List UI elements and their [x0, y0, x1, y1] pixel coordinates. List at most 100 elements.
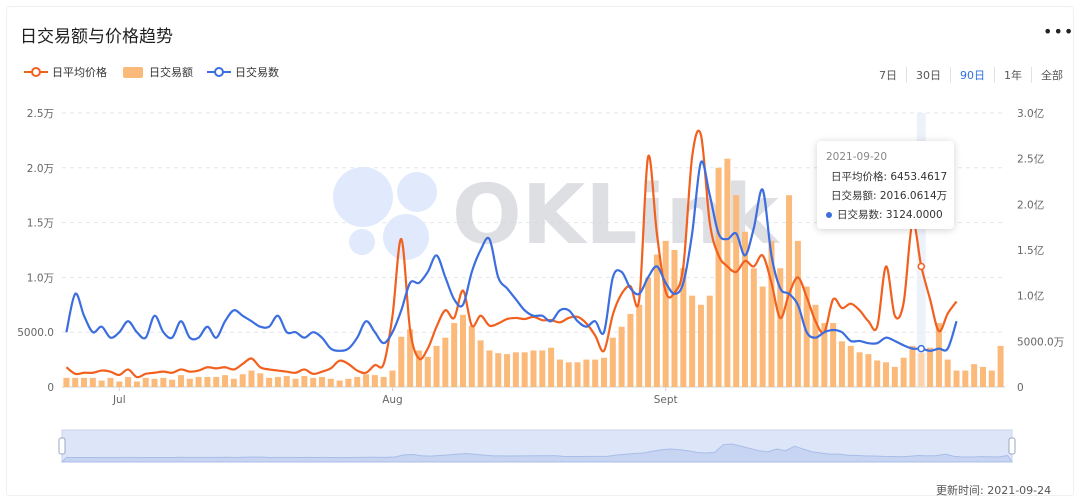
- volume-bar: [407, 329, 414, 387]
- y-left-tick-label: 0: [47, 382, 54, 394]
- tab-all[interactable]: 全部: [1031, 67, 1072, 83]
- volume-bar: [204, 376, 211, 387]
- volume-bar: [539, 350, 546, 387]
- y-left-tick-label: 1.0万: [27, 272, 54, 284]
- tooltip-row-volume: 日交易额: 2016.0614万: [826, 188, 947, 203]
- page-title: 日交易额与价格趋势: [20, 27, 173, 47]
- chart-tooltip: 2021-09-20 日平均价格: 6453.4617 日交易额: 2016.0…: [817, 141, 954, 229]
- volume-bar: [548, 347, 555, 387]
- volume-bar: [459, 314, 466, 387]
- y-left-tick-label: 1.5万: [27, 218, 54, 230]
- volume-bar: [953, 370, 960, 387]
- watermark-circle: [397, 172, 437, 212]
- tooltip-row-price: 日平均价格: 6453.4617: [826, 169, 948, 184]
- tab-1y[interactable]: 1年: [994, 67, 1031, 83]
- volume-bar: [680, 268, 687, 387]
- y-right-tick-label: 0: [1017, 382, 1024, 394]
- volume-bar: [697, 304, 704, 387]
- volume-bar: [521, 352, 528, 387]
- volume-bar: [821, 323, 828, 387]
- volume-bar: [292, 378, 299, 387]
- volume-bar: [653, 254, 660, 387]
- volume-bar: [486, 350, 493, 387]
- legend-label: 日交易数: [235, 66, 279, 79]
- volume-bar: [715, 167, 722, 387]
- volume-bar: [918, 353, 925, 387]
- volume-bar: [398, 336, 405, 387]
- volume-bar: [777, 268, 784, 387]
- volume-bar: [574, 362, 581, 387]
- volume-bar: [645, 277, 652, 387]
- volume-bar: [327, 378, 334, 387]
- volume-bar: [874, 360, 881, 387]
- tooltip-price: 日平均价格: 6453.4617: [831, 171, 948, 183]
- volume-bar: [601, 357, 608, 387]
- volume-bar: [72, 377, 79, 387]
- legend-item-volume[interactable]: 日交易额: [121, 64, 193, 80]
- legend-label: 日平均价格: [52, 66, 107, 79]
- volume-bar: [274, 376, 281, 387]
- volume-bar: [424, 356, 431, 387]
- volume-bar: [803, 286, 810, 387]
- volume-bar: [724, 158, 731, 387]
- volume-bar: [310, 377, 317, 387]
- tab-30d[interactable]: 30日: [906, 67, 950, 83]
- volume-bar: [583, 359, 590, 387]
- more-options-icon[interactable]: •••: [1043, 22, 1075, 41]
- y-right-tick-label: 3.0亿: [1017, 107, 1044, 120]
- volume-bar: [609, 337, 616, 387]
- volume-bar: [257, 373, 264, 387]
- legend-label: 日交易额: [149, 66, 193, 79]
- volume-bar: [98, 380, 105, 387]
- volume-bar: [442, 337, 449, 387]
- legend-item-price[interactable]: 日平均价格: [24, 64, 107, 80]
- price-line: [65, 129, 958, 379]
- volume-bar: [556, 359, 563, 387]
- volume-bar: [812, 304, 819, 387]
- tab-7d[interactable]: 7日: [879, 69, 897, 82]
- volume-bar: [627, 313, 634, 387]
- volume-bar: [415, 350, 422, 387]
- legend-item-count[interactable]: 日交易数: [207, 64, 279, 80]
- zoom-handle-left[interactable]: [58, 437, 66, 455]
- volume-bar: [107, 377, 114, 387]
- legend: 日平均价格 日交易额 日交易数: [24, 64, 293, 80]
- volume-bar: [177, 375, 184, 387]
- volume-bar: [451, 323, 458, 387]
- volume-bar: [689, 295, 696, 387]
- zoom-slider-preview: [60, 443, 1013, 463]
- tab-90d[interactable]: 90日: [950, 67, 994, 83]
- volume-bar: [759, 286, 766, 387]
- y-right-tick-label: 1.5亿: [1017, 244, 1044, 257]
- tooltip-row-count: 日交易数: 3124.0000: [826, 207, 945, 222]
- volume-bar: [433, 345, 440, 387]
- dot-icon: [826, 211, 832, 218]
- volume-bar: [160, 377, 167, 387]
- volume-bar: [856, 352, 863, 387]
- volume-bar: [794, 240, 801, 387]
- volume-bar: [477, 340, 484, 387]
- trend-chart[interactable]: 0 5000.0 1.0万 1.5万 2.0万 2.5万 0 5000.0万 1.0亿 1.5亿 2…: [0, 0, 1080, 470]
- watermark-circle: [333, 167, 393, 227]
- volume-bar: [900, 357, 907, 387]
- y-right-tick-label: 5000.0万: [1017, 336, 1064, 348]
- volume-bar: [565, 362, 572, 387]
- volume-bar: [63, 377, 70, 387]
- volume-bar: [468, 325, 475, 387]
- volume-bar: [838, 341, 845, 387]
- line-marker-icon: [24, 67, 48, 77]
- y-right-tick-label: 2.0亿: [1017, 198, 1044, 211]
- zoom-handle-right[interactable]: [1008, 437, 1016, 455]
- volume-bar: [618, 326, 625, 387]
- volume-bar: [89, 377, 96, 387]
- volume-bar: [301, 376, 308, 387]
- count-line: [65, 160, 958, 352]
- volume-bar: [142, 377, 149, 387]
- watermark-text: OKLink: [452, 168, 781, 263]
- volume-bar: [125, 376, 132, 387]
- line-marker-icon: [207, 67, 231, 77]
- volume-bar: [81, 377, 88, 387]
- volume-bar: [988, 370, 995, 387]
- volume-bar: [662, 240, 669, 387]
- watermark-circle: [349, 229, 375, 255]
